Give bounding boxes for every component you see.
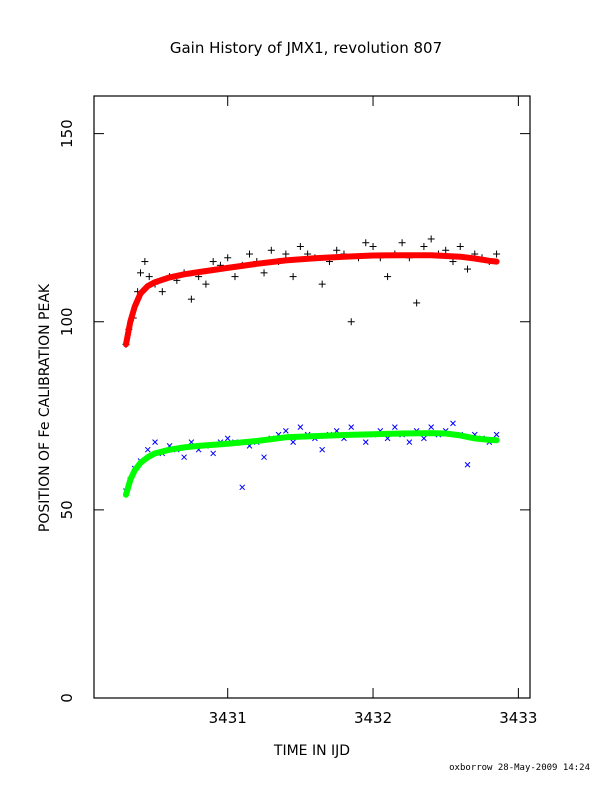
data-point bbox=[209, 258, 217, 266]
footer-timestamp: oxborrow 28-May-2009 14:24 bbox=[449, 763, 590, 773]
data-point bbox=[187, 295, 195, 303]
point-stroke bbox=[152, 439, 158, 446]
data-point bbox=[464, 461, 471, 468]
data-point bbox=[413, 299, 421, 307]
x-axis-label: TIME IN IJD bbox=[273, 743, 350, 759]
data-point bbox=[406, 439, 413, 446]
data-point bbox=[210, 450, 217, 457]
data-point bbox=[384, 273, 392, 281]
data-point bbox=[442, 246, 450, 254]
series-fit-line bbox=[123, 252, 500, 348]
point-stroke bbox=[144, 446, 151, 453]
y-tick-label: 50 bbox=[58, 500, 76, 519]
data-point bbox=[428, 424, 435, 430]
data-point bbox=[427, 235, 435, 243]
y-axis-label: POSITION OF Fe CALIBRATION PEAK bbox=[37, 283, 53, 532]
data-point bbox=[145, 273, 153, 281]
data-point bbox=[296, 243, 304, 250]
data-point bbox=[398, 239, 406, 247]
series-fit-line bbox=[123, 430, 500, 498]
point-stroke bbox=[210, 450, 217, 457]
data-point bbox=[456, 243, 464, 250]
data-point bbox=[152, 439, 158, 446]
data-point bbox=[260, 269, 268, 277]
data-point bbox=[239, 484, 246, 491]
data-point bbox=[450, 420, 456, 427]
data-point bbox=[158, 288, 166, 296]
data-point bbox=[347, 318, 355, 326]
data-point bbox=[362, 239, 370, 247]
point-stroke bbox=[421, 435, 427, 442]
x-tick-label: 3433 bbox=[499, 709, 537, 727]
data-point bbox=[289, 273, 297, 281]
point-stroke bbox=[464, 461, 471, 468]
point-stroke bbox=[406, 439, 413, 446]
point-stroke bbox=[493, 431, 500, 438]
data-point bbox=[246, 250, 254, 258]
data-point bbox=[362, 439, 369, 446]
data-point bbox=[202, 280, 210, 288]
y-tick-label: 0 bbox=[58, 693, 76, 703]
chart-title: Gain History of JMX1, revolution 807 bbox=[170, 39, 442, 57]
x-tick-label: 3432 bbox=[354, 709, 392, 727]
data-point bbox=[282, 250, 290, 258]
data-point bbox=[282, 428, 289, 434]
data-point bbox=[420, 243, 428, 250]
point-stroke bbox=[239, 484, 246, 491]
point-stroke bbox=[428, 424, 435, 430]
x-tick-label: 3431 bbox=[209, 709, 247, 727]
data-point bbox=[224, 435, 231, 442]
data-point bbox=[369, 243, 377, 250]
data-point bbox=[421, 435, 427, 442]
data-point bbox=[267, 246, 275, 254]
point-stroke bbox=[290, 439, 296, 446]
data-point bbox=[493, 250, 501, 258]
point-stroke bbox=[348, 424, 355, 430]
point-stroke bbox=[297, 424, 304, 430]
data-point bbox=[231, 273, 239, 281]
data-point bbox=[290, 439, 296, 446]
point-stroke bbox=[362, 439, 369, 446]
data-point bbox=[464, 265, 472, 273]
point-stroke bbox=[319, 446, 326, 453]
data-point bbox=[318, 280, 326, 288]
data-point bbox=[141, 258, 149, 266]
plot-frame bbox=[93, 95, 531, 699]
data-point bbox=[144, 446, 151, 453]
data-point bbox=[493, 431, 500, 438]
data-point bbox=[319, 446, 326, 453]
data-point bbox=[224, 254, 232, 262]
point-stroke bbox=[181, 454, 187, 461]
point-stroke bbox=[261, 454, 267, 461]
y-tick-label: 150 bbox=[58, 119, 76, 148]
data-point bbox=[333, 246, 341, 254]
data-point bbox=[391, 424, 398, 430]
data-point bbox=[137, 269, 145, 277]
axis-ticks: 0 50 100 150 3431 3432 3433 bbox=[58, 96, 537, 727]
y-tick-label: 100 bbox=[58, 307, 76, 336]
data-point bbox=[261, 454, 267, 461]
data-marks bbox=[122, 235, 501, 498]
point-stroke bbox=[391, 424, 398, 430]
data-point bbox=[181, 454, 187, 461]
point-stroke bbox=[450, 420, 456, 427]
point-stroke bbox=[224, 435, 231, 442]
data-point bbox=[348, 424, 355, 430]
data-point bbox=[297, 424, 304, 430]
point-stroke bbox=[282, 428, 289, 434]
